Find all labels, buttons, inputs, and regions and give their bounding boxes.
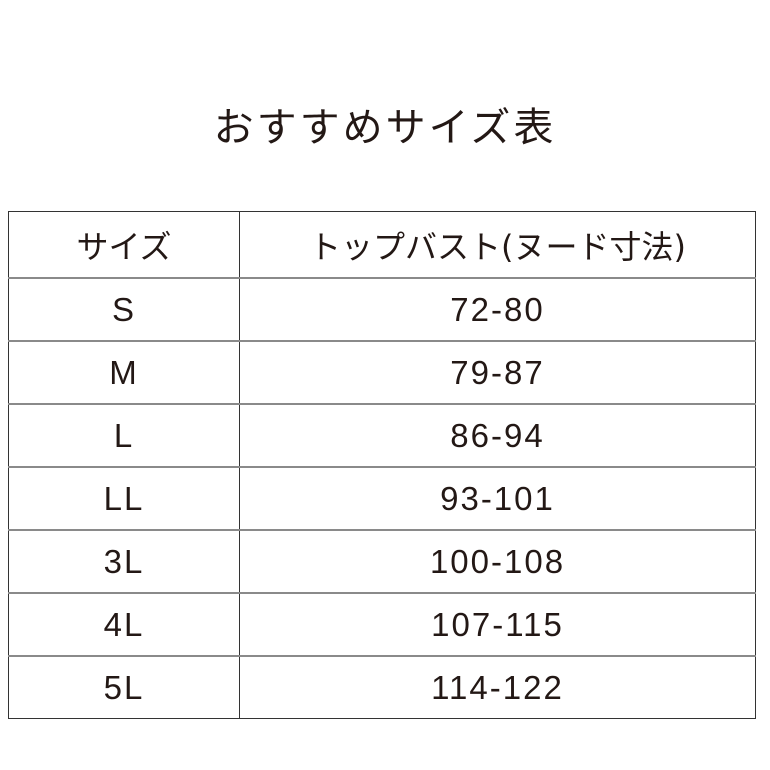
header-top-bust: トップバスト(ヌード寸法) [309,227,686,266]
size-cell: S [8,277,240,341]
size-cell: 4L [8,592,240,656]
size-cell: LL [8,466,240,530]
bust-cell: 114-122 [239,655,756,719]
bust-cell: 79-87 [239,340,756,404]
table-row: M 79-87 [8,340,756,404]
size-cell: M [8,340,240,404]
table-row: S 72-80 [8,277,756,341]
bust-cell: 107-115 [239,592,756,656]
bust-cell: 72-80 [239,277,756,341]
bust-cell: 93-101 [239,466,756,530]
header-size: サイズ [8,211,240,278]
size-table: サイズ トップバスト(ヌード寸法) S 72-80 M 79-87 L 86-94 L… [8,211,756,719]
table-row: 3L 100-108 [8,529,756,593]
page-title: おすすめサイズ表 [213,105,557,151]
bust-cell: 100-108 [239,529,756,593]
size-cell: 5L [8,655,240,719]
size-cell: L [8,403,240,467]
size-cell: 3L [8,529,240,593]
bust-cell: 86-94 [239,403,756,467]
table-row: LL 93-101 [8,466,756,530]
table-row: L 86-94 [8,403,756,467]
table-row: 5L 114-122 [8,655,756,719]
table-header-row: サイズ トップバスト(ヌード寸法) [8,211,756,278]
table-row: 4L 107-115 [8,592,756,656]
